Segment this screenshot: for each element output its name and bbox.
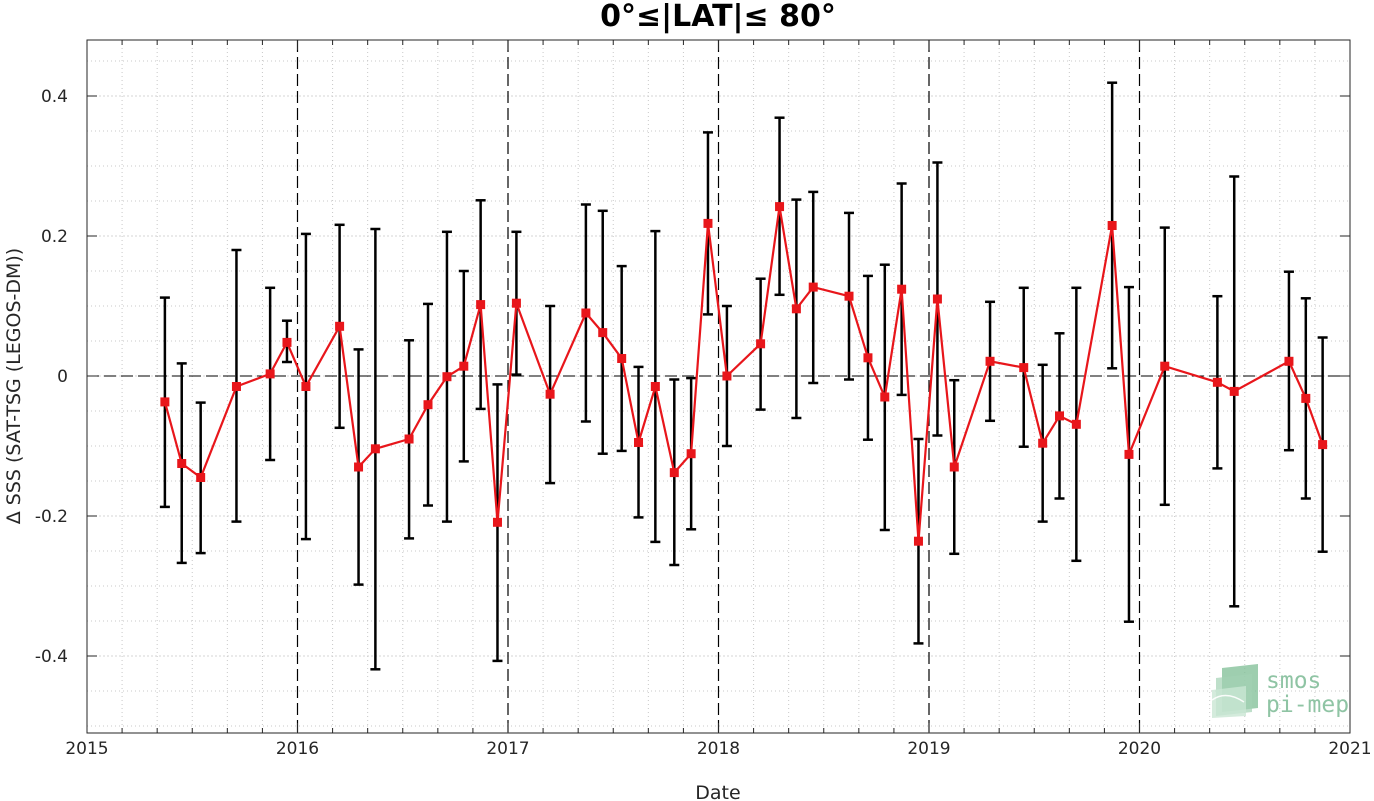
data-point-marker	[863, 353, 873, 363]
data-point-marker	[1071, 419, 1081, 429]
data-point-marker	[844, 291, 854, 301]
data-point-marker	[703, 218, 713, 228]
axes	[86, 39, 1351, 734]
y-axis-label: Δ SSS (SAT-TSG (LEGOS-DM))	[3, 248, 25, 524]
x-tick-label: 2017	[486, 739, 529, 759]
data-point-marker	[808, 282, 818, 292]
logo-text-pi-mep: pi-mep	[1266, 692, 1349, 718]
data-point-marker	[370, 444, 380, 454]
data-point-marker	[634, 438, 644, 447]
data-point-marker	[913, 536, 923, 546]
data-point-marker	[282, 337, 292, 347]
data-point-marker	[1212, 377, 1222, 387]
data-point-marker	[686, 449, 696, 459]
data-point-marker	[492, 517, 502, 527]
data-point-marker	[897, 284, 907, 294]
data-point-marker	[160, 397, 170, 407]
chart-title: 0°≤|LAT|≤ 80°	[600, 0, 836, 34]
data-point-marker	[177, 459, 187, 468]
x-tick-label: 2020	[1118, 739, 1161, 759]
data-point-marker	[1301, 393, 1311, 403]
data-point-marker	[196, 473, 206, 482]
data-point-marker	[1160, 361, 1170, 371]
data-point-marker	[476, 300, 486, 310]
data-point-marker	[1124, 449, 1134, 459]
data-point-marker	[669, 468, 679, 478]
data-point-marker	[442, 372, 452, 382]
data-point-marker	[265, 369, 275, 379]
data-point-marker	[791, 304, 801, 314]
tick-labels: 2015 2016 2017 2018 2019 2020 2021 0.4 0.2 0 -0.2 -…	[35, 87, 1372, 759]
x-tick-label: 2019	[907, 739, 950, 759]
data-point-marker	[1019, 363, 1029, 373]
y-tick-label: 0.2	[41, 227, 68, 247]
x-tick-label: 2016	[276, 739, 319, 759]
x-tick-label: 2021	[1328, 739, 1371, 759]
data-point-marker	[1229, 386, 1239, 396]
x-tick-label: 2018	[697, 739, 740, 759]
data-point-marker	[511, 298, 521, 308]
data-point-marker	[335, 321, 345, 331]
data-point-marker	[459, 361, 469, 371]
data-point-marker	[775, 202, 785, 212]
data-point-marker	[650, 382, 660, 391]
data-point-marker	[949, 462, 959, 472]
data-point-marker	[581, 308, 591, 318]
data-point-marker	[1318, 440, 1328, 450]
data-point-marker	[231, 382, 241, 391]
data-point-marker	[354, 462, 364, 472]
y-tick-label: 0	[57, 367, 68, 387]
reference-lines	[87, 40, 1350, 733]
logo-text-smos: smos	[1266, 668, 1321, 694]
smos-pi-mep-logo: smos pi-mep	[1211, 664, 1349, 718]
data-point-marker	[423, 400, 433, 410]
x-tick-label: 2015	[65, 739, 108, 759]
x-axis-label: Date	[695, 782, 740, 801]
y-tick-label: -0.2	[35, 507, 68, 527]
data-point-marker	[545, 389, 555, 399]
data-point-marker	[1284, 356, 1294, 366]
data-point-marker	[404, 434, 414, 444]
data-point-marker	[1107, 221, 1117, 230]
data-point-marker	[756, 339, 766, 349]
data-point-marker	[598, 328, 608, 338]
data-point-marker	[722, 371, 732, 381]
data-point-marker	[301, 382, 311, 391]
data-point-marker	[617, 354, 627, 363]
y-tick-label: 0.4	[41, 87, 68, 107]
data-point-marker	[932, 294, 942, 304]
logo-mark-icon	[1211, 664, 1258, 718]
data-point-marker	[880, 392, 890, 402]
data-point-marker	[1055, 411, 1065, 421]
data-point-marker	[1038, 438, 1048, 448]
data-point-marker	[985, 356, 995, 366]
y-tick-label: -0.4	[35, 647, 68, 667]
data-series	[160, 202, 1328, 546]
